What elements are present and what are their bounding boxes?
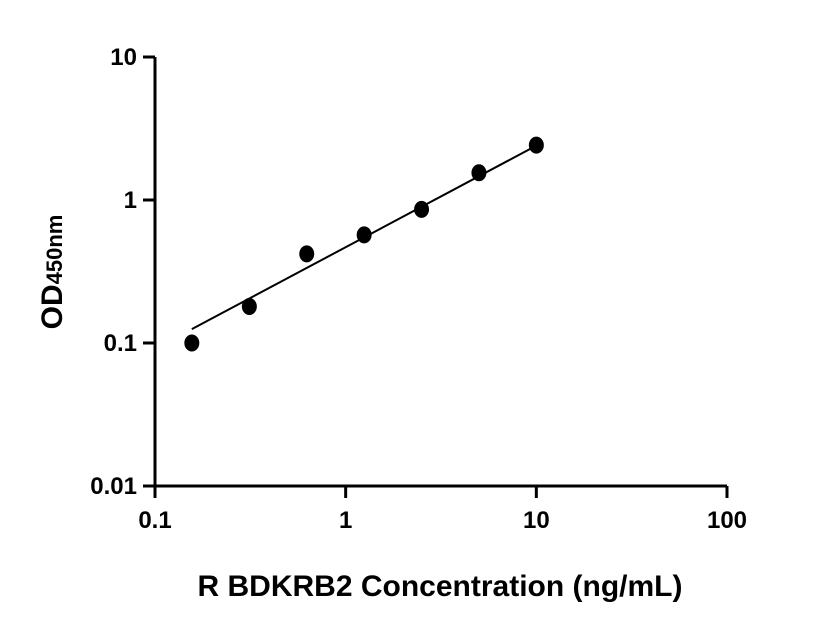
data-point — [528, 136, 544, 154]
x-tick-label: 100 — [707, 507, 747, 534]
y-axis-title-main: OD — [36, 284, 69, 329]
y-tick-label: 0.01 — [90, 473, 137, 500]
x-axis-title: R BDKRB2 Concentration (ng/mL) — [198, 570, 683, 603]
y-tick-label: 10 — [110, 44, 137, 71]
tick-marks — [143, 55, 729, 498]
data-point — [241, 297, 257, 315]
x-tick-label: 10 — [523, 507, 550, 534]
y-axis-title-subscript: 450nm — [42, 215, 67, 285]
data-point — [471, 164, 487, 182]
data-point — [184, 334, 200, 352]
data-point — [356, 226, 372, 244]
y-tick-label: 1 — [124, 187, 137, 214]
y-axis-title: OD450nm — [36, 215, 69, 330]
x-tick-label: 0.1 — [138, 507, 171, 534]
data-point — [299, 245, 315, 263]
x-tick-label: 1 — [339, 507, 352, 534]
data-point — [414, 200, 430, 218]
data-points — [184, 136, 544, 352]
axes — [153, 57, 727, 488]
y-tick-label: 0.1 — [104, 330, 137, 357]
